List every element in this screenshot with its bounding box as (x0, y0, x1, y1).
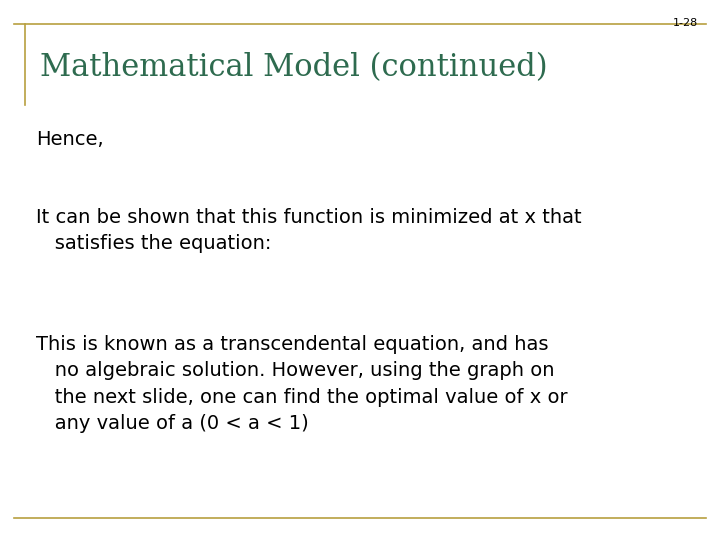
Text: Hence,: Hence, (36, 130, 104, 148)
Text: This is known as a transcendental equation, and has
   no algebraic solution. Ho: This is known as a transcendental equati… (36, 335, 567, 433)
Text: 1-28: 1-28 (673, 18, 698, 28)
Text: Mathematical Model (continued): Mathematical Model (continued) (40, 52, 547, 83)
Text: It can be shown that this function is minimized at x that
   satisfies the equat: It can be shown that this function is mi… (36, 208, 582, 253)
